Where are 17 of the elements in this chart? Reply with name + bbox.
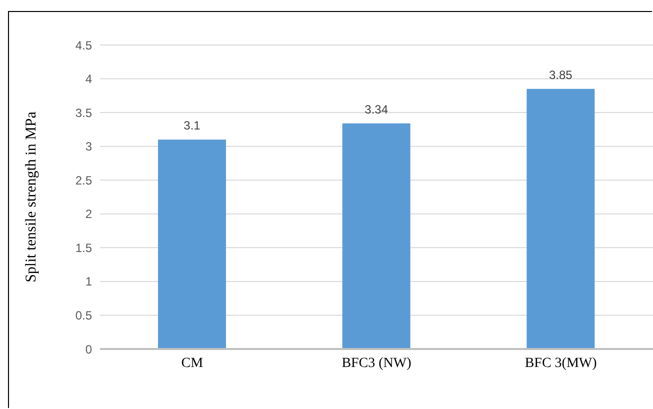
y-tick-label: 0: [85, 342, 92, 356]
y-tick-label: 4: [85, 72, 92, 86]
y-tick-label: 0.5: [75, 308, 92, 322]
x-tick-label: BFC3 (NW): [342, 356, 412, 371]
y-tick-label: 1: [85, 274, 92, 289]
x-tick-label: BFC 3(MW): [524, 356, 598, 371]
data-label: 3.34: [364, 102, 388, 116]
data-label: 3.1: [184, 118, 201, 133]
y-tick-label: 2.5: [75, 173, 92, 188]
y-axis-title: Split tensile strength in MPa: [23, 111, 40, 282]
x-tick-label: CM: [181, 356, 204, 371]
y-tick-label: 1.5: [75, 240, 92, 255]
y-tick-label: 2: [85, 207, 92, 222]
data-label: 3.85: [548, 68, 573, 82]
y-tick-label: 3: [85, 140, 92, 154]
y-tick-label: 3.5: [75, 106, 92, 120]
y-tick-label: 4.5: [75, 38, 92, 52]
